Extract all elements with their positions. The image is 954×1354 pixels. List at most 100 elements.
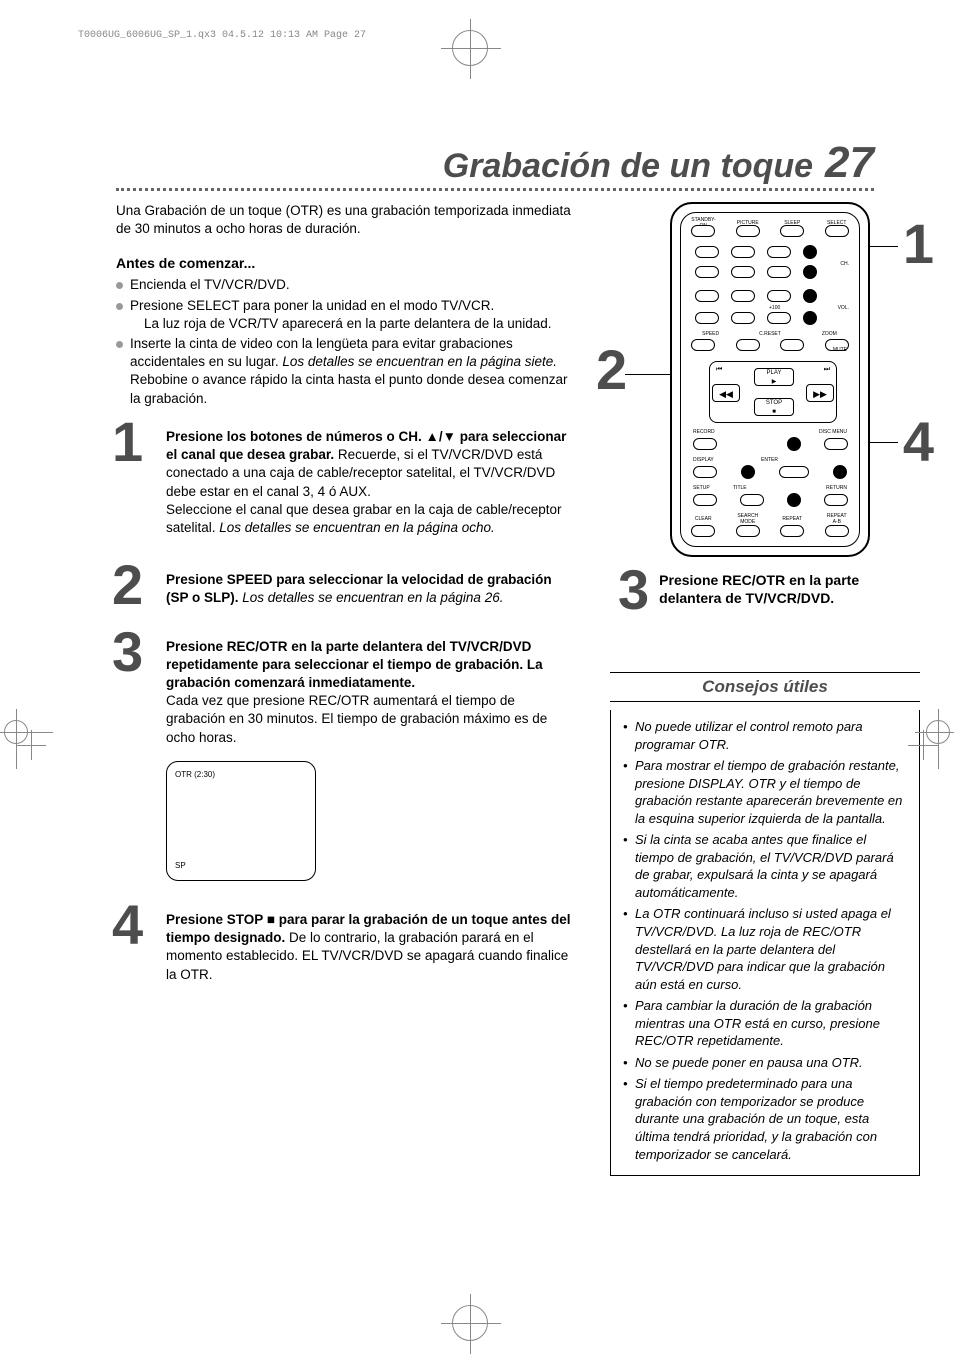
leader-line	[868, 246, 898, 247]
antes-item: Presione SELECT para poner la unidad en …	[116, 297, 571, 333]
remote-num-4[interactable]	[695, 266, 719, 278]
step-lead: Presione REC/OTR en la parte delantera d…	[166, 639, 543, 690]
remote-repeatab-button[interactable]	[825, 525, 849, 537]
step-number: 3	[112, 624, 143, 680]
remote-inner: STANDBY-ON PICTURE SLEEP SELECT	[680, 212, 860, 547]
remote-ff-button[interactable]: ▶▶	[806, 384, 834, 402]
step-1: 1 Presione los botones de números o CH. …	[116, 428, 571, 537]
remote-num-3[interactable]	[767, 246, 791, 258]
remote-searchmode-button[interactable]	[736, 525, 760, 537]
remote-ch-up[interactable]	[803, 245, 817, 259]
remote-right-button[interactable]	[833, 465, 847, 479]
remote-discmenu-button[interactable]	[824, 438, 848, 450]
remote-play-button[interactable]: PLAY▶	[754, 368, 794, 386]
antes-item-text: Encienda el TV/VCR/DVD.	[130, 277, 290, 292]
next-icon[interactable]: ⏭	[824, 366, 830, 374]
remote-num-1[interactable]	[695, 246, 719, 258]
remote-enter-button[interactable]	[779, 466, 809, 478]
remote-display-button[interactable]	[693, 466, 717, 478]
step3-right-text: Presione REC/OTR en la parte delantera d…	[659, 572, 859, 606]
remote-title-button[interactable]	[740, 494, 764, 506]
step-3: 3 Presione REC/OTR en la parte delantera…	[116, 638, 571, 747]
remote-repeat-button[interactable]	[780, 525, 804, 537]
remote-num-0[interactable]	[731, 312, 755, 324]
remote-label: SEARCH MODE	[736, 513, 760, 525]
remote-rew-button[interactable]: ◀◀	[712, 384, 740, 402]
consejos-item: No puede utilizar el control remoto para…	[623, 718, 907, 753]
step-number: 4	[112, 897, 143, 953]
remote-left-button[interactable]	[741, 465, 755, 479]
remote-mute-label: MUTE	[833, 347, 847, 353]
remote-num-5[interactable]	[731, 266, 755, 278]
transport-cluster: ⏮ ⏭ PLAY▶ ◀◀ ▶▶ STOP■	[709, 361, 837, 423]
remote-enter-label: ENTER	[761, 457, 778, 463]
remote-return-label: RETURN	[826, 485, 847, 491]
callout-4: 4	[903, 414, 934, 470]
remote-down-button[interactable]	[787, 493, 801, 507]
tv-sp-label: SP	[175, 861, 186, 872]
consejos-item: La OTR continuará incluso si usted apaga…	[623, 905, 907, 993]
consejos-item: Para cambiar la duración de la grabación…	[623, 997, 907, 1050]
remote-stop-label: STOP	[766, 400, 782, 406]
consejos-item: Si la cinta se acaba antes que finalice …	[623, 831, 907, 901]
remote-return-button[interactable]	[824, 494, 848, 506]
remote-vol-down[interactable]	[803, 311, 817, 325]
step-lead-ital: Los detalles se encuentran en la página …	[242, 590, 503, 605]
remote-setup-button[interactable]	[693, 494, 717, 506]
intro-text: Una Grabación de un toque (OTR) es una g…	[116, 202, 571, 238]
remote-record-label: RECORD	[693, 429, 715, 435]
remote-speed-button[interactable]	[691, 339, 715, 351]
remote-num-2[interactable]	[731, 246, 755, 258]
page-title: Grabación de un toque 27	[443, 138, 874, 188]
remote-num-8[interactable]	[731, 290, 755, 302]
remote-up-button[interactable]	[787, 437, 801, 451]
remote-control: STANDBY-ON PICTURE SLEEP SELECT	[670, 202, 870, 557]
main-column: Una Grabación de un toque (OTR) es una g…	[116, 202, 571, 984]
remote-num-9[interactable]	[767, 290, 791, 302]
remote-creset-button[interactable]	[736, 339, 760, 351]
tv-otr-label: OTR (2:30)	[175, 770, 307, 781]
remote-button[interactable]	[780, 225, 804, 237]
remote-zoom-button[interactable]	[780, 339, 804, 351]
step-4: 4 Presione STOP ■ para parar la grabació…	[116, 911, 571, 984]
remote-num-6[interactable]	[767, 266, 791, 278]
remote-button[interactable]	[736, 225, 760, 237]
crop-mark-bottom	[452, 1305, 488, 1341]
step3-right-num: 3	[618, 562, 649, 618]
remote-vol-up[interactable]	[803, 289, 817, 303]
step-2: 2 Presione SPEED para seleccionar la vel…	[116, 571, 571, 607]
remote-ch-down[interactable]	[803, 265, 817, 279]
antes-list: Encienda el TV/VCR/DVD. Presione SELECT …	[116, 276, 571, 408]
prev-icon[interactable]: ⏮	[716, 366, 722, 374]
callout-2: 2	[596, 342, 627, 398]
step-body: Cada vez que presione REC/OTR aumentará …	[166, 692, 571, 747]
print-header: T0006UG_6006UG_SP_1.qx3 04.5.12 10:13 AM…	[78, 30, 366, 41]
remote-num-7[interactable]	[695, 290, 719, 302]
remote-plus10[interactable]	[767, 312, 791, 324]
callout-1: 1	[903, 216, 934, 272]
reg-cross-right	[908, 730, 938, 760]
tv-screen-box: OTR (2:30) SP	[166, 761, 316, 881]
remote-num-blank[interactable]	[695, 312, 719, 324]
remote-button[interactable]	[825, 225, 849, 237]
remote-stop-button[interactable]: STOP■	[754, 398, 794, 416]
right-column: 1 2 4 STANDBY-ON PICTURE SLEEP SELECT	[610, 202, 930, 572]
antes-heading: Antes de comenzar...	[116, 254, 571, 273]
consejos-item: Si el tiempo predeterminado para una gra…	[623, 1075, 907, 1163]
remote-label: ZOOM	[817, 331, 841, 337]
remote-label: C.RESET	[758, 331, 782, 337]
antes-item-tail: Rebobine o avance rápido la cinta hasta …	[130, 372, 568, 405]
crop-mark-top	[452, 30, 488, 66]
antes-item: Encienda el TV/VCR/DVD.	[116, 276, 571, 294]
remote-record-button[interactable]	[693, 438, 717, 450]
remote-label: REPEAT	[780, 516, 804, 522]
antes-item: Inserte la cinta de video con la lengüet…	[116, 335, 571, 408]
consejos-list: No puede utilizar el control remoto para…	[623, 718, 907, 1163]
remote-clear-button[interactable]	[691, 525, 715, 537]
step-number: 1	[112, 414, 143, 470]
consejos-body: No puede utilizar el control remoto para…	[610, 710, 920, 1176]
reg-cross-left	[16, 730, 46, 760]
remote-label: CLEAR	[691, 516, 715, 522]
page-title-number: 27	[825, 138, 874, 188]
remote-button[interactable]	[691, 225, 715, 237]
